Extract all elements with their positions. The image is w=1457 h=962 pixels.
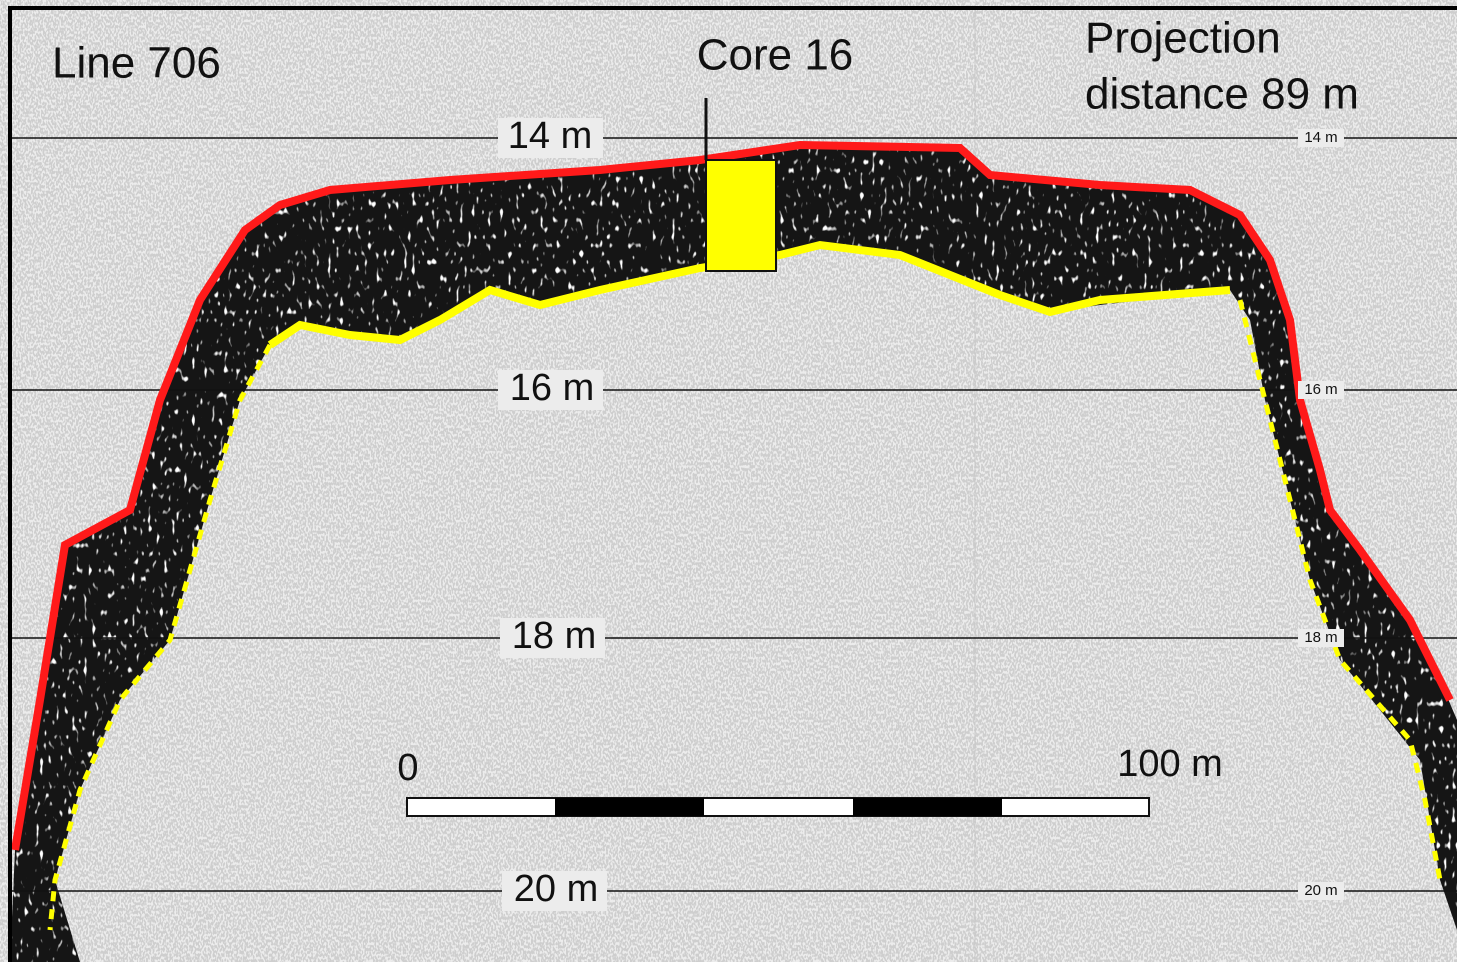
scale-bar (407, 798, 1149, 816)
depth-label-small: 16 m (1304, 381, 1337, 398)
line-label: Line 706 (52, 39, 221, 88)
core (706, 160, 776, 271)
scale-bar-frame (407, 798, 1149, 816)
core-label: Core 16 (697, 31, 854, 80)
depth-label: 20 m (514, 868, 598, 910)
depth-label-small: 18 m (1304, 629, 1337, 646)
depth-label-small: 20 m (1304, 882, 1337, 899)
depth-label: 18 m (512, 615, 596, 657)
scale-bar-segment (853, 798, 1002, 816)
scale-end: 100 m (1117, 743, 1223, 785)
depth-label-small: 14 m (1304, 129, 1337, 146)
scale-start: 0 (397, 747, 418, 789)
depth-label: 16 m (510, 367, 594, 409)
seismic-profile: 14 m 16 m 18 m 20 m 14 m 16 m 18 m 20 m … (0, 0, 1457, 962)
scale-bar-segment (555, 798, 704, 816)
noise (0, 0, 1457, 962)
depth-label: 14 m (508, 115, 592, 157)
projection-label: distance 89 m (1085, 70, 1359, 119)
projection-label: Projection (1085, 14, 1281, 63)
